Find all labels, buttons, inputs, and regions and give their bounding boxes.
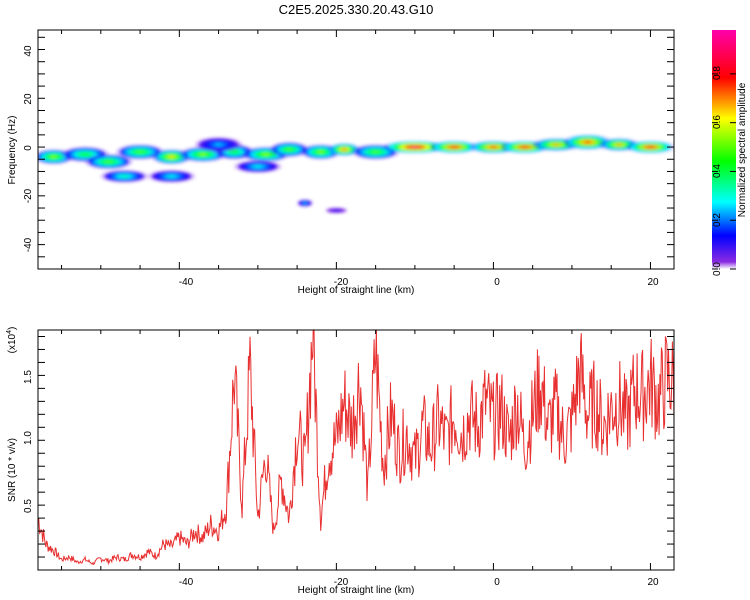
spectrogram-blob xyxy=(317,150,324,154)
spectrogram-xtick-label: 0 xyxy=(494,277,500,288)
colorbar-ticks xyxy=(712,73,736,270)
spectrogram-xtick-label: -20 xyxy=(334,277,349,288)
spectrogram-xtick-label: -40 xyxy=(179,277,194,288)
spectrogram-blob xyxy=(81,153,90,156)
snr-xtick-label: 0 xyxy=(494,577,500,588)
snr-scale-label: (x104) xyxy=(6,327,18,354)
snr-series-line xyxy=(38,330,674,566)
spectrogram-ytick-label: -20 xyxy=(23,188,34,203)
snr-ytick-label: 1.5 xyxy=(23,370,34,384)
spectrogram-blob xyxy=(371,150,380,154)
spectrogram-blob xyxy=(231,150,238,154)
snr-xtick-label: 20 xyxy=(647,577,659,588)
spectrogram-ytick-label: -40 xyxy=(23,237,34,252)
spectrogram-blob xyxy=(136,150,145,154)
spectrogram-blob xyxy=(285,148,293,151)
snr-y-axis-label: SNR (10 * v/v) xyxy=(7,438,18,502)
snr-scale-exponent: 4 xyxy=(6,330,13,334)
snr-frame xyxy=(37,329,675,571)
spectrogram-x-axis-label: Height of straight line (km) xyxy=(298,285,415,296)
spectrogram-blob xyxy=(583,140,592,144)
spectrogram-panel: -40 -20 0 20 40 20 0 -20 -40 Height of s… xyxy=(7,29,675,296)
colorbar-tick-label: 0.0 xyxy=(712,262,723,276)
spectrogram-blob xyxy=(450,146,459,149)
spectrogram-ytick-label: 20 xyxy=(23,93,34,105)
spectrogram-blob xyxy=(341,148,347,151)
chart-title: C2E5.2025.330.20.43.G10 xyxy=(279,2,434,17)
snr-plot-area xyxy=(38,330,674,570)
colorbar: 0.0 0.2 0.4 0.6 0.8 Normalized spectral … xyxy=(712,30,748,276)
spectrogram-blob xyxy=(104,160,113,163)
colorbar-gradient xyxy=(712,30,736,269)
spectrogram-blob xyxy=(50,155,57,159)
spectrogram-blob xyxy=(489,146,498,149)
spectrogram-blob xyxy=(261,153,270,156)
snr-xtick-label: -20 xyxy=(334,577,349,588)
colorbar-tick-label: 0.6 xyxy=(712,115,723,129)
snr-ytick-label: 1.0 xyxy=(23,431,34,445)
snr-ytick-label: 0.5 xyxy=(23,499,34,513)
spectrogram-blob xyxy=(120,175,129,178)
spectrogram-blob xyxy=(303,202,307,205)
snr-ticks xyxy=(38,330,674,570)
colorbar-tick-label: 0.2 xyxy=(712,213,723,227)
spectrogram-xtick-label: 20 xyxy=(647,277,659,288)
snr-panel: -40 -20 0 20 0.5 1.0 1.5 (x104) Height o… xyxy=(6,327,675,596)
spectrogram-blob xyxy=(334,209,339,212)
snr-xtick-label: -40 xyxy=(179,577,194,588)
spectrogram-ytick-label: 0 xyxy=(23,145,34,151)
spectrogram-frame xyxy=(37,29,675,270)
snr-scale-base: (x10 xyxy=(7,333,18,353)
colorbar-tick-label: 0.8 xyxy=(712,66,723,80)
spectrogram-blob xyxy=(214,143,223,146)
snr-x-axis-label: Height of straight line (km) xyxy=(298,585,415,596)
spectrogram-blob xyxy=(168,155,175,159)
spectrogram-blob xyxy=(552,143,561,146)
spectrogram-blob xyxy=(409,146,421,149)
spectrogram-blob xyxy=(520,146,529,149)
colorbar-label: Normalized spectral amplitude xyxy=(737,82,748,217)
spectrogram-ytick-label: 40 xyxy=(23,45,34,57)
spectrogram-blob xyxy=(615,143,623,146)
spectrogram-heat-layer xyxy=(38,134,674,214)
spectrogram-ticks xyxy=(38,30,674,269)
colorbar-tick-label: 0.4 xyxy=(712,164,723,178)
spectrogram-y-axis-label: Frequency (Hz) xyxy=(7,116,18,185)
spectrogram-blob xyxy=(198,153,207,156)
spectrogram-blob xyxy=(253,165,262,168)
spectrogram-blob xyxy=(167,175,176,178)
spectrogram-blob xyxy=(646,146,655,149)
